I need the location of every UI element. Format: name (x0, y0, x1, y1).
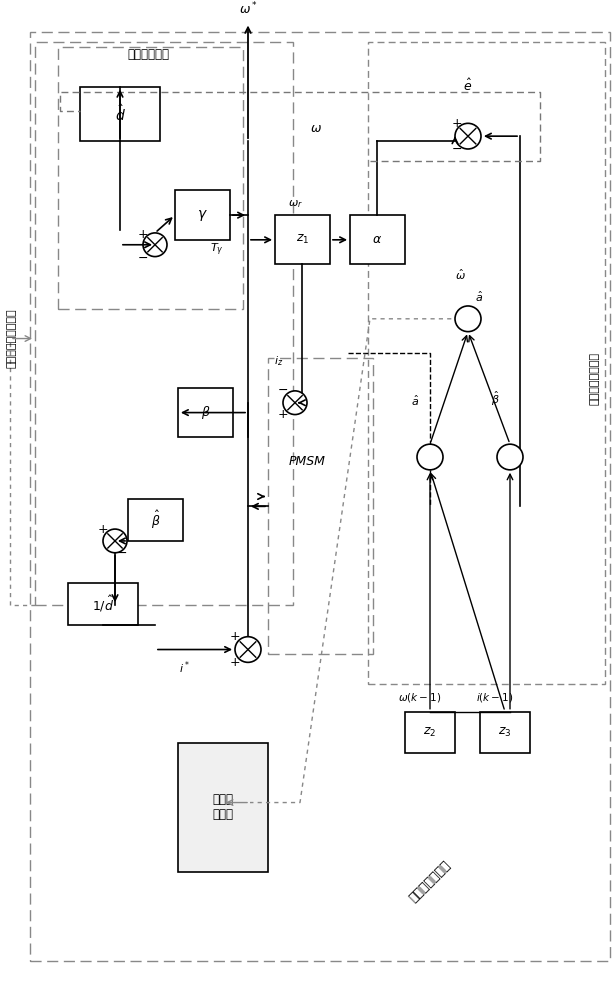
Text: $\gamma$: $\gamma$ (197, 208, 208, 223)
Text: $\omega$: $\omega$ (310, 122, 322, 135)
Text: $i^*$: $i^*$ (180, 659, 191, 676)
Text: $z_2$: $z_2$ (423, 726, 437, 739)
Text: $-$: $-$ (277, 383, 288, 396)
Text: $z_1$: $z_1$ (296, 233, 309, 246)
Text: PMSM: PMSM (288, 455, 325, 468)
Text: $\hat{\beta}$: $\hat{\beta}$ (151, 509, 161, 531)
Text: $T_{\gamma}$: $T_{\gamma}$ (210, 241, 224, 258)
Text: 自校正
控制器: 自校正 控制器 (213, 793, 234, 821)
Text: $-$: $-$ (451, 142, 462, 155)
Circle shape (455, 123, 481, 149)
Text: +: + (278, 408, 288, 421)
FancyBboxPatch shape (178, 743, 268, 872)
Text: $\alpha$: $\alpha$ (373, 233, 383, 246)
Text: $\omega^*$: $\omega^*$ (239, 1, 258, 18)
FancyBboxPatch shape (350, 215, 405, 264)
FancyBboxPatch shape (68, 583, 138, 625)
Text: $\hat{a}$: $\hat{a}$ (475, 289, 483, 304)
Text: $\beta$: $\beta$ (200, 404, 210, 421)
Text: $-$: $-$ (116, 546, 127, 559)
Text: $i_z$: $i_z$ (274, 354, 284, 368)
Text: $\hat{a}$: $\hat{a}$ (411, 393, 419, 408)
Text: $\hat{\omega}$: $\hat{\omega}$ (455, 267, 466, 282)
Text: $z_3$: $z_3$ (498, 726, 512, 739)
Text: $\omega_r$: $\omega_r$ (288, 198, 303, 210)
Text: $1/\hat{d}$: $1/\hat{d}$ (92, 594, 114, 614)
Text: +: + (98, 523, 108, 536)
Circle shape (235, 637, 261, 662)
FancyBboxPatch shape (128, 499, 183, 541)
Text: 神经网络参数辨识: 神经网络参数辨识 (590, 352, 600, 405)
Circle shape (283, 391, 307, 415)
FancyBboxPatch shape (275, 215, 330, 264)
FancyBboxPatch shape (480, 712, 530, 753)
FancyBboxPatch shape (175, 190, 230, 240)
FancyBboxPatch shape (178, 388, 233, 437)
Text: $\omega(k-1)$: $\omega(k-1)$ (399, 691, 442, 704)
Text: 调节干扰观测器参数: 调节干扰观测器参数 (7, 309, 17, 368)
Circle shape (103, 529, 127, 553)
Text: $i(k-1)$: $i(k-1)$ (476, 691, 514, 704)
FancyBboxPatch shape (405, 712, 455, 753)
Text: 干扰力矩估计: 干扰力矩估计 (127, 48, 169, 61)
Text: $\hat{e}$: $\hat{e}$ (464, 78, 472, 94)
Text: +: + (451, 117, 462, 130)
Circle shape (455, 306, 481, 332)
Text: +: + (229, 630, 240, 643)
Circle shape (497, 444, 523, 470)
FancyBboxPatch shape (80, 87, 160, 141)
Text: 调节控制器参数: 调节控制器参数 (407, 858, 453, 905)
Text: $\hat{d}$: $\hat{d}$ (114, 104, 125, 124)
Text: $-$: $-$ (137, 251, 149, 264)
Text: +: + (138, 228, 148, 241)
Text: +: + (229, 656, 240, 669)
Circle shape (143, 233, 167, 257)
Circle shape (417, 444, 443, 470)
Text: $\hat{\beta}$: $\hat{\beta}$ (491, 389, 499, 408)
